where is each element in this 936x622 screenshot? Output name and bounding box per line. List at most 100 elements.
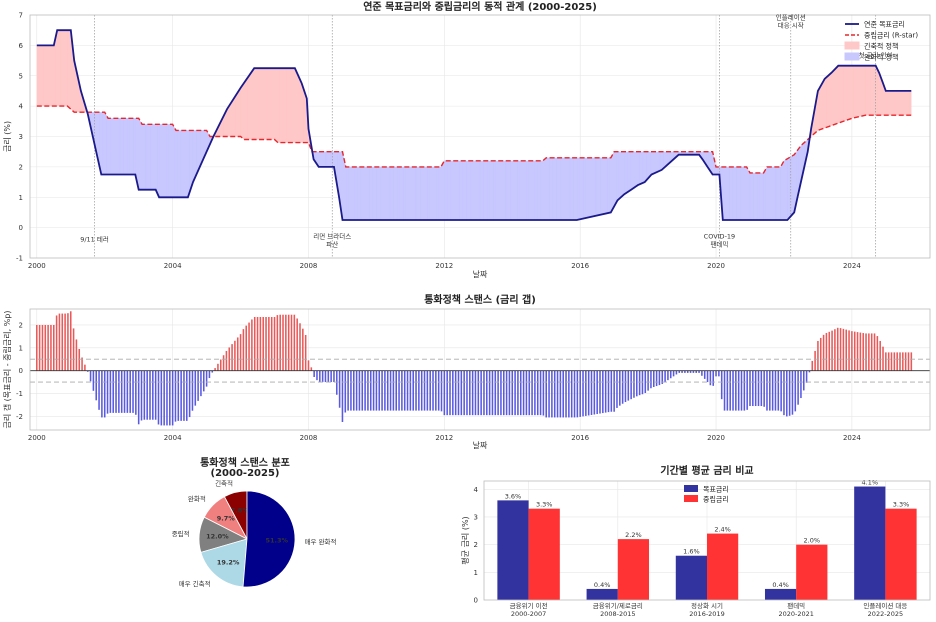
- x-tick-label: 2004: [164, 262, 182, 270]
- category-label: 정상화 시기 2016-2019: [689, 601, 724, 618]
- period-bar-chart: 3.6% 3.3% 금융위기 이전 2000-2007 0.4% 2.2% 금융위기/제로금…: [460, 464, 931, 618]
- gap-bar: [103, 370, 106, 418]
- x-tick-label: 2004: [164, 434, 182, 442]
- gap-bar: [590, 370, 593, 415]
- plot-frame: [29, 14, 931, 259]
- gap-bar: [706, 370, 709, 383]
- y-tick-label: 4: [474, 486, 479, 494]
- gap-bar: [701, 370, 703, 376]
- gap-bar: [630, 370, 632, 400]
- gap-bar: [859, 332, 862, 371]
- gap-bar: [118, 370, 120, 413]
- gap-bar: [352, 370, 355, 411]
- gap-bar: [248, 322, 250, 371]
- y-tick-label: 0: [19, 367, 23, 375]
- gap-bar: [72, 328, 75, 371]
- y-tick-label: 0: [474, 597, 478, 605]
- text-line: 금융위기/제로금리: [593, 601, 643, 610]
- x-tick-label: 2012: [435, 262, 453, 270]
- gap-bar: [638, 370, 641, 396]
- pie-percent-label: 7.8%: [231, 507, 250, 515]
- gap-bar: [788, 370, 791, 416]
- gap-bar: [169, 370, 171, 426]
- gap-bar: [879, 340, 881, 371]
- gap-bar: [304, 335, 307, 371]
- gap-bar: [222, 355, 225, 371]
- gap-bar: [876, 336, 879, 371]
- pie-percent-label: 12.0%: [206, 533, 229, 541]
- chart-title: 연준 목표금리와 중립금리의 동적 관계 (2000-2025): [363, 0, 597, 13]
- gap-bar: [633, 370, 635, 398]
- gap-bar: [534, 370, 536, 416]
- gap-bar: [517, 370, 519, 416]
- legend-swatch: [844, 52, 860, 61]
- gap-bar: [202, 370, 205, 392]
- gap-bar: [831, 330, 833, 371]
- gap-bar: [242, 329, 245, 371]
- bar-value-label: 3.3%: [893, 501, 910, 509]
- text-line: 2008-2015: [600, 610, 635, 618]
- gap-bar: [194, 370, 197, 406]
- gap-bar: [276, 315, 279, 371]
- gap-bar: [797, 370, 799, 405]
- gap-bar: [570, 370, 573, 418]
- gap-bar: [488, 370, 491, 416]
- gap-bar: [52, 324, 55, 371]
- gap-bar: [856, 332, 859, 371]
- gap-bar: [64, 313, 66, 371]
- gap-bar: [825, 332, 828, 371]
- text-line: 금융위기 이전: [510, 601, 548, 610]
- bar-value-label: 0.4%: [594, 581, 611, 589]
- bar-value-label: 3.3%: [536, 501, 553, 509]
- gap-bar: [636, 370, 638, 397]
- gap-bar: [129, 370, 131, 413]
- gap-bar: [234, 340, 236, 371]
- period-bar: [854, 486, 886, 600]
- gap-bar: [471, 370, 474, 416]
- gap-bar: [885, 352, 887, 371]
- y-tick-label: 3: [474, 513, 478, 521]
- gap-bar: [525, 370, 528, 416]
- text-line: 2016-2019: [689, 610, 724, 618]
- gap-bar: [123, 370, 126, 413]
- gap-bar: [469, 370, 471, 416]
- gap-bar: [361, 370, 364, 411]
- gap-bar: [808, 370, 811, 373]
- gap-bar: [494, 370, 497, 416]
- gap-bar: [106, 370, 109, 414]
- gap-bar: [760, 370, 763, 407]
- gap-bar: [61, 313, 64, 371]
- gap-bar: [384, 370, 386, 411]
- legend-swatch: [684, 485, 698, 492]
- gap-bar: [389, 370, 392, 411]
- text-line: 통화정책 스탠스 분포: [200, 456, 290, 469]
- gap-bar: [338, 370, 341, 408]
- gap-bar: [511, 370, 514, 416]
- legend-label: 중립금리 (R-star): [864, 31, 918, 40]
- gap-bar: [287, 314, 290, 371]
- pie-chart: 통화정책 스탠스 분포 (2000-2025) 7.8% 긴축적 9.7% 완화적 12.0…: [172, 456, 337, 588]
- gap-bar: [848, 330, 850, 371]
- period-bar: [707, 533, 739, 600]
- chart-title: 기간별 평균 금리 비교: [660, 464, 753, 477]
- gap-bar: [486, 370, 488, 416]
- period-bar: [885, 508, 917, 600]
- gap-bar: [887, 352, 890, 371]
- bar-value-label: 2.2%: [625, 531, 642, 539]
- gap-bar: [619, 370, 621, 406]
- bar-value-label: 1.6%: [683, 548, 700, 556]
- text-line: 정상화 시기: [691, 601, 723, 610]
- gap-bar: [740, 370, 743, 411]
- gap-bar: [228, 347, 231, 371]
- gap-bar: [576, 370, 579, 418]
- gap-bar: [319, 370, 321, 383]
- period-bar: [586, 588, 618, 600]
- gap-bar: [219, 359, 222, 371]
- gap-bar: [607, 370, 610, 413]
- gap-bar: [392, 370, 395, 411]
- text-line: 9/11 테러: [80, 234, 109, 243]
- plot-frame: [483, 480, 931, 601]
- event-annotation: 첫 금리 인하: [859, 51, 893, 60]
- gap-bar: [154, 370, 157, 420]
- text-line: 리먼 브라더스: [313, 231, 351, 240]
